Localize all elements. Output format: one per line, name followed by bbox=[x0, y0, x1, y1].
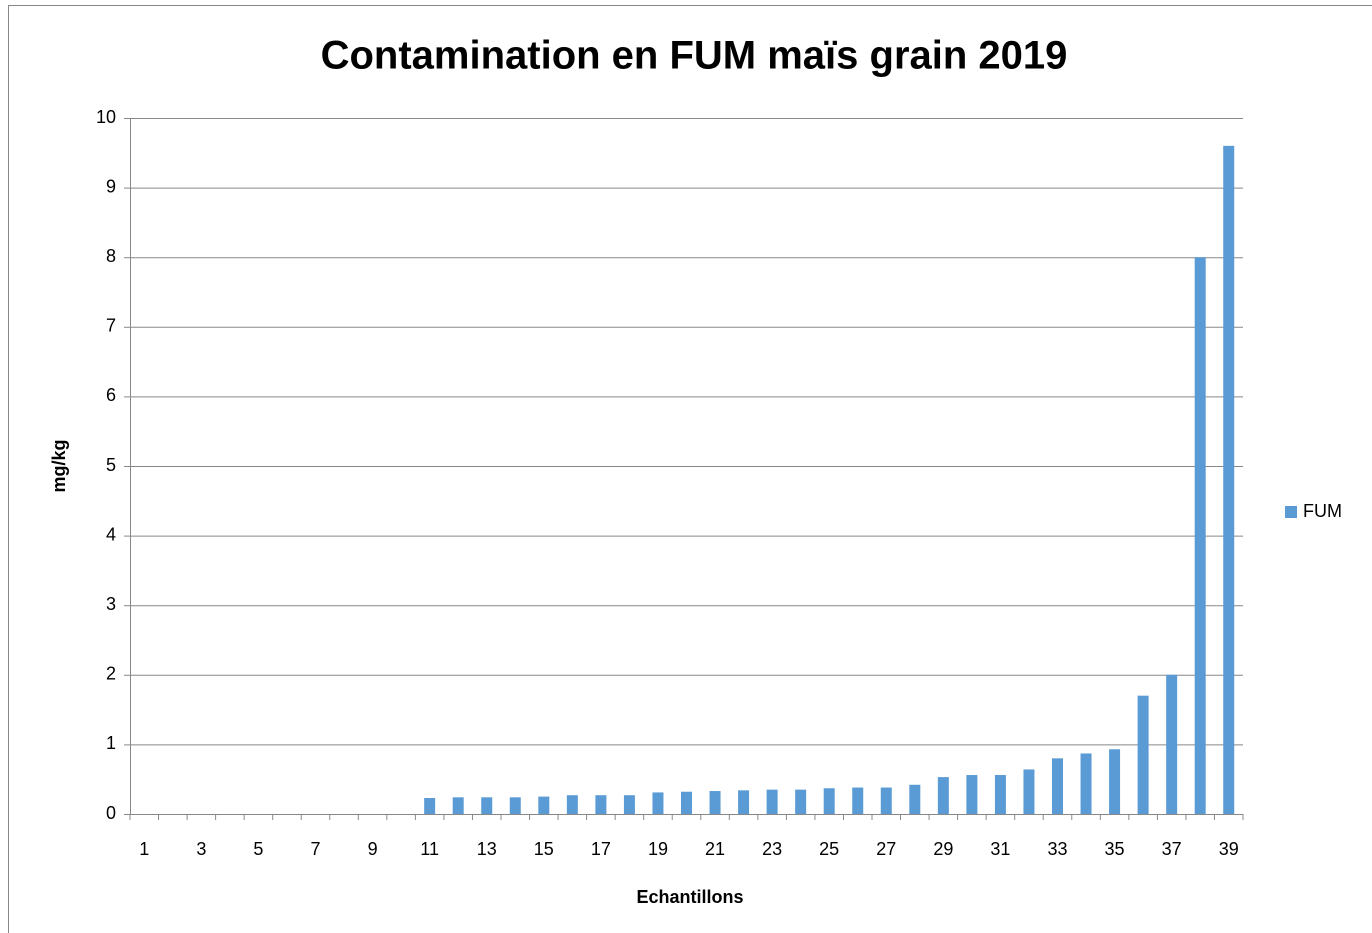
x-tick-label: 7 bbox=[310, 839, 320, 859]
x-tick-label: 39 bbox=[1219, 839, 1239, 859]
y-tick-label: 9 bbox=[106, 176, 116, 196]
bar bbox=[852, 787, 864, 814]
y-tick-label: 4 bbox=[106, 524, 116, 544]
x-tick-label: 3 bbox=[196, 839, 206, 859]
y-tick-label: 10 bbox=[96, 107, 116, 127]
bar bbox=[652, 792, 664, 814]
y-tick-label: 5 bbox=[106, 455, 116, 475]
x-tick-label: 37 bbox=[1162, 839, 1182, 859]
y-tick-label: 8 bbox=[106, 246, 116, 266]
x-tick-label: 25 bbox=[819, 839, 839, 859]
bar bbox=[1137, 695, 1149, 814]
x-tick-label: 33 bbox=[1047, 839, 1067, 859]
x-tick-label: 1 bbox=[139, 839, 149, 859]
y-tick-label: 6 bbox=[106, 385, 116, 405]
bar bbox=[709, 791, 721, 814]
bar bbox=[681, 791, 692, 814]
x-tick-label: 27 bbox=[876, 839, 896, 859]
x-tick-label: 35 bbox=[1105, 839, 1125, 859]
bar bbox=[738, 790, 750, 814]
y-tick-label: 7 bbox=[106, 316, 116, 336]
bar bbox=[994, 775, 1006, 814]
x-tick-label: 15 bbox=[534, 839, 554, 859]
y-tick-label: 0 bbox=[106, 803, 116, 823]
bar bbox=[566, 795, 578, 814]
legend-label: FUM bbox=[1303, 501, 1342, 521]
bar bbox=[1052, 758, 1063, 814]
bar bbox=[538, 796, 550, 814]
chart-title: Contamination en FUM maïs grain 2019 bbox=[321, 34, 1068, 78]
x-tick-label: 11 bbox=[420, 839, 439, 859]
x-tick-label: 17 bbox=[591, 839, 611, 859]
y-tick-label: 1 bbox=[106, 733, 116, 753]
x-tick-label: 31 bbox=[990, 839, 1010, 859]
bar bbox=[623, 795, 635, 814]
x-tick-label: 5 bbox=[253, 839, 263, 859]
bar bbox=[481, 797, 493, 814]
bar bbox=[1109, 749, 1121, 814]
x-axis-label: Echantillons bbox=[636, 887, 743, 907]
bar bbox=[909, 784, 921, 814]
bar bbox=[424, 797, 436, 814]
bar bbox=[1194, 257, 1206, 814]
bar bbox=[880, 787, 892, 814]
bar bbox=[595, 795, 607, 814]
bar bbox=[966, 775, 978, 814]
legend-swatch bbox=[1285, 506, 1297, 518]
bar bbox=[509, 797, 521, 814]
bar bbox=[937, 777, 949, 814]
x-tick-label: 13 bbox=[477, 839, 497, 859]
bar bbox=[766, 789, 778, 814]
x-tick-label: 23 bbox=[762, 839, 782, 859]
x-tick-label: 21 bbox=[705, 839, 725, 859]
x-tick-label: 29 bbox=[933, 839, 953, 859]
y-axis-label: mg/kg bbox=[49, 439, 69, 492]
x-tick-label: 9 bbox=[368, 839, 378, 859]
y-tick-label: 2 bbox=[106, 664, 116, 684]
bar bbox=[823, 788, 835, 814]
bar bbox=[1023, 769, 1035, 814]
y-tick-label: 3 bbox=[106, 594, 116, 614]
bar bbox=[795, 789, 807, 814]
bar bbox=[1223, 145, 1235, 815]
bar bbox=[1080, 753, 1092, 814]
bar bbox=[1166, 674, 1178, 814]
x-tick-label: 19 bbox=[648, 839, 668, 859]
bar bbox=[452, 797, 464, 814]
